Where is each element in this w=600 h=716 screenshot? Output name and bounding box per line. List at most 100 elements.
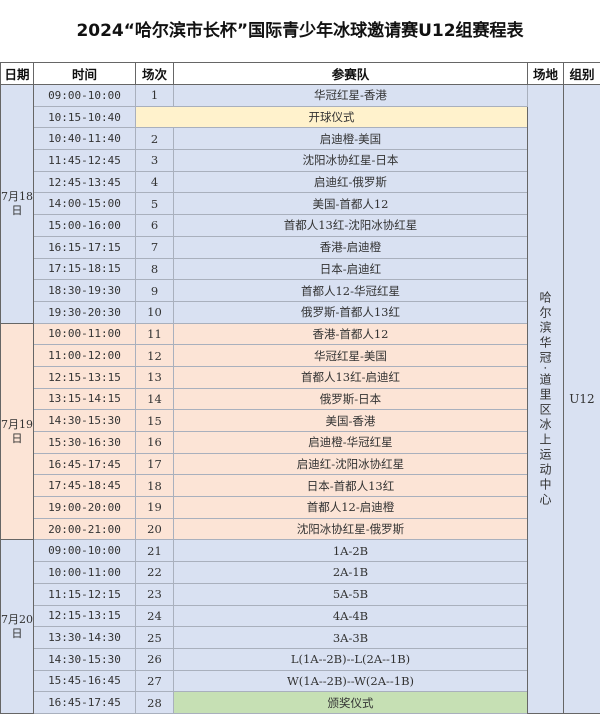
match-number: 19 (135, 496, 174, 519)
time-cell: 12:15-13:15 (33, 604, 136, 628)
table-row: 10:40-11:40 2 启迪橙-美国 (1, 127, 600, 151)
table-row: 12:15-13:15 13 首都人13红-启迪红 (1, 365, 600, 389)
group-cell: U12 (563, 84, 600, 714)
table-row: 19:30-20:30 10 俄罗斯-首都人13红 (1, 300, 600, 324)
time-cell: 10:40-11:40 (33, 127, 136, 151)
teams-cell: 首都人12-启迪橙 (173, 496, 528, 519)
time-cell: 20:00-21:00 (33, 517, 136, 541)
date-cell: 7月20日 (0, 539, 34, 714)
time-cell: 14:30-15:30 (33, 409, 136, 432)
time-cell: 16:45-17:45 (33, 691, 136, 714)
teams-cell: 沈阳冰协红星-日本 (173, 149, 528, 172)
table-row: 15:45-16:45 27 W(1A--2B)--W(2A--1B) (1, 669, 600, 693)
table-row: 11:00-12:00 12 华冠红星-美国 (1, 344, 600, 367)
time-cell: 15:30-16:30 (33, 431, 136, 454)
match-number: 25 (135, 626, 174, 649)
time-cell: 09:00-10:00 (33, 84, 136, 107)
match-number: 24 (135, 604, 174, 628)
match-number: 17 (135, 452, 174, 476)
table-row: 13:15-14:15 14 俄罗斯-日本 (1, 387, 600, 411)
match-number: 28 (135, 691, 174, 714)
match-number: 16 (135, 431, 174, 454)
table-row: 17:15-18:15 8 日本-启迪红 (1, 257, 600, 281)
table-row: 7月20日 09:00-10:00 21 1A-2B (0, 539, 600, 714)
teams-cell: 日本-首都人13红 (173, 474, 528, 498)
teams-cell: 4A-4B (173, 604, 528, 628)
time-cell: 15:45-16:45 (33, 669, 136, 693)
time-cell: 17:45-18:45 (33, 474, 136, 498)
header-time: 时间 (33, 62, 136, 85)
schedule-table: 日期 时间 场次 参赛队 场地 组别 7月18日 09:00-10:00 1 华冠红星… (0, 62, 600, 714)
teams-cell: 3A-3B (173, 626, 528, 649)
match-number: 13 (135, 365, 174, 389)
match-number: 5 (135, 192, 174, 216)
table-row: 14:30-15:30 15 美国-香港 (1, 409, 600, 432)
table-row: 16:45-17:45 28 颁奖仪式 (1, 691, 600, 714)
table-row: 17:45-18:45 18 日本-首都人13红 (1, 474, 600, 498)
time-cell: 12:45-13:45 (33, 170, 136, 194)
date-cell: 7月19日 (0, 322, 34, 541)
table-row: 10:00-11:00 22 2A-1B (1, 561, 600, 584)
award-ceremony-cell: 颁奖仪式 (173, 691, 528, 714)
match-number: 15 (135, 409, 174, 432)
time-cell: 11:00-12:00 (33, 344, 136, 367)
teams-cell: 首都人12-华冠红星 (173, 279, 528, 302)
teams-cell: 华冠红星-香港 (173, 84, 528, 107)
time-cell: 10:15-10:40 (33, 105, 136, 129)
time-cell: 11:45-12:45 (33, 149, 136, 172)
teams-cell: 沈阳冰协红星-俄罗斯 (173, 517, 528, 541)
match-number: 18 (135, 474, 174, 498)
match-number: 6 (135, 214, 174, 237)
table-row: 20:00-21:00 20 沈阳冰协红星-俄罗斯 (1, 517, 600, 541)
match-number: 8 (135, 257, 174, 281)
match-number: 14 (135, 387, 174, 411)
teams-cell: 启迪红-沈阳冰协红星 (173, 452, 528, 476)
teams-cell: 首都人13红-沈阳冰协红星 (173, 214, 528, 237)
teams-cell: 启迪橙-华冠红星 (173, 431, 528, 454)
match-number: 27 (135, 669, 174, 693)
time-cell: 14:00-15:00 (33, 192, 136, 216)
time-cell: 17:15-18:15 (33, 257, 136, 281)
header-teams: 参赛队 (173, 62, 528, 85)
table-row: 18:30-19:30 9 首都人12-华冠红星 (1, 279, 600, 302)
teams-cell: 日本-启迪红 (173, 257, 528, 281)
time-cell: 16:15-17:15 (33, 235, 136, 259)
table-row: 7月18日 09:00-10:00 1 华冠红星-香港 哈尔滨华冠·道里区冰上运动中心 U… (0, 84, 600, 714)
match-number: 2 (135, 127, 174, 151)
match-number: 20 (135, 517, 174, 541)
time-cell: 10:00-11:00 (33, 561, 136, 584)
match-number: 7 (135, 235, 174, 259)
date-cell: 7月18日 (0, 84, 34, 324)
time-cell: 13:30-14:30 (33, 626, 136, 649)
header-match: 场次 (135, 62, 174, 85)
time-cell: 15:00-16:00 (33, 214, 136, 237)
header-venue: 场地 (527, 62, 564, 85)
match-number: 23 (135, 582, 174, 606)
table-row: 7月19日 10:00-11:00 11 香港-首都人12 (0, 322, 600, 541)
match-number: 12 (135, 344, 174, 367)
match-number: 1 (135, 84, 174, 107)
match-number: 22 (135, 561, 174, 584)
table-row: 14:00-15:00 5 美国-首都人12 (1, 192, 600, 216)
teams-cell: 美国-首都人12 (173, 192, 528, 216)
match-number: 21 (135, 539, 174, 563)
teams-cell: 美国-香港 (173, 409, 528, 432)
match-number: 9 (135, 279, 174, 302)
table-row: 11:45-12:45 3 沈阳冰协红星-日本 (1, 149, 600, 172)
venue-cell: 哈尔滨华冠·道里区冰上运动中心 (527, 84, 564, 714)
time-cell: 09:00-10:00 (33, 539, 136, 563)
teams-cell: 华冠红星-美国 (173, 344, 528, 367)
table-row: 12:15-13:15 24 4A-4B (1, 604, 600, 628)
teams-cell: 2A-1B (173, 561, 528, 584)
table-row: 11:15-12:15 23 5A-5B (1, 582, 600, 606)
table-row: 16:15-17:15 7 香港-启迪橙 (1, 235, 600, 259)
time-cell: 11:15-12:15 (33, 582, 136, 606)
match-number: 3 (135, 149, 174, 172)
teams-cell: 首都人13红-启迪红 (173, 365, 528, 389)
table-row: 19:00-20:00 19 首都人12-启迪橙 (1, 496, 600, 519)
ceremony-cell: 开球仪式 (135, 105, 528, 129)
time-cell: 10:00-11:00 (33, 322, 136, 346)
teams-cell: 香港-首都人12 (173, 322, 528, 346)
teams-cell: L(1A--2B)--L(2A--1B) (173, 647, 528, 671)
table-row: 15:00-16:00 6 首都人13红-沈阳冰协红星 (1, 214, 600, 237)
